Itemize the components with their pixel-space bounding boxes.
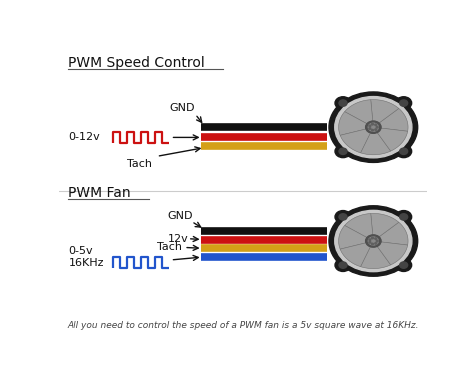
Circle shape (365, 235, 381, 247)
Polygon shape (379, 108, 408, 131)
Circle shape (400, 214, 408, 220)
Circle shape (396, 259, 411, 271)
Text: 0-12v: 0-12v (68, 132, 100, 143)
Circle shape (368, 237, 378, 245)
Circle shape (329, 92, 418, 163)
Polygon shape (371, 213, 399, 237)
Circle shape (335, 97, 412, 158)
Polygon shape (371, 100, 399, 123)
Circle shape (396, 211, 411, 223)
Circle shape (400, 148, 408, 155)
Circle shape (335, 210, 412, 272)
Circle shape (339, 148, 347, 155)
Circle shape (335, 145, 351, 158)
Circle shape (396, 97, 411, 110)
Text: Tach: Tach (156, 243, 182, 252)
Polygon shape (345, 213, 373, 238)
Circle shape (372, 243, 374, 245)
Polygon shape (379, 222, 408, 245)
Circle shape (335, 211, 351, 223)
Polygon shape (340, 243, 371, 267)
Polygon shape (361, 246, 391, 269)
Polygon shape (377, 128, 408, 151)
Circle shape (335, 97, 351, 110)
Circle shape (369, 239, 371, 240)
Circle shape (396, 145, 411, 158)
Polygon shape (340, 129, 371, 153)
Text: All you need to control the speed of a PWM fan is a 5v square wave at 16KHz.: All you need to control the speed of a P… (67, 321, 419, 330)
Circle shape (372, 129, 374, 131)
Circle shape (335, 259, 351, 271)
Text: PWM Fan: PWM Fan (68, 186, 131, 200)
Polygon shape (338, 112, 367, 135)
Circle shape (372, 124, 374, 125)
Text: Tach: Tach (127, 159, 152, 169)
Circle shape (375, 129, 377, 130)
Circle shape (369, 128, 371, 129)
Polygon shape (345, 100, 373, 124)
Text: PWM Speed Control: PWM Speed Control (68, 56, 205, 70)
Text: GND: GND (169, 103, 195, 113)
Circle shape (369, 241, 371, 243)
Circle shape (329, 206, 418, 276)
Text: 12v: 12v (168, 234, 188, 244)
Text: 0-5v
16KHz: 0-5v 16KHz (68, 246, 104, 268)
Circle shape (375, 124, 377, 125)
Polygon shape (377, 242, 408, 265)
Circle shape (400, 100, 408, 106)
Circle shape (339, 214, 347, 220)
Text: GND: GND (168, 211, 193, 221)
Circle shape (376, 240, 378, 242)
Circle shape (375, 243, 377, 244)
Circle shape (365, 121, 381, 133)
Polygon shape (338, 226, 367, 249)
Circle shape (368, 123, 378, 131)
Circle shape (372, 237, 374, 239)
Circle shape (369, 125, 371, 127)
Polygon shape (361, 133, 391, 155)
Circle shape (400, 262, 408, 268)
Circle shape (376, 127, 378, 128)
Circle shape (339, 262, 347, 268)
Circle shape (339, 100, 347, 106)
Circle shape (375, 238, 377, 240)
